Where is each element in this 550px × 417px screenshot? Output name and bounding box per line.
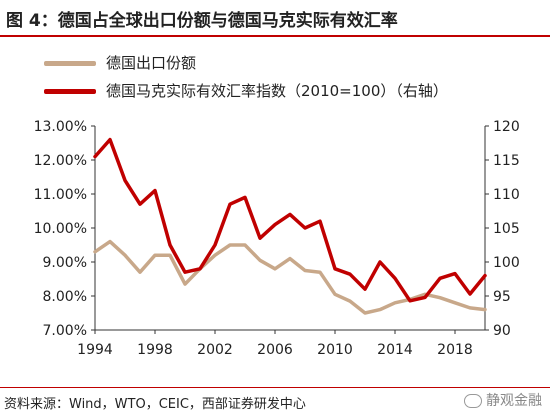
watermark: 静观金融 bbox=[464, 390, 542, 410]
y-right-tick-label: 105 bbox=[493, 221, 520, 237]
y-right-tick-label: 115 bbox=[493, 153, 520, 169]
x-tick-label: 2014 bbox=[377, 342, 413, 358]
y-left-tick-label: 11.00% bbox=[34, 187, 87, 203]
x-tick-label: 1998 bbox=[137, 342, 173, 358]
x-tick-label: 2018 bbox=[437, 342, 473, 358]
legend-label-reer: 德国马克实际有效汇率指数（2010=100）（右轴） bbox=[106, 82, 448, 100]
x-tick-label: 2006 bbox=[257, 342, 293, 358]
y-left-tick-label: 13.00% bbox=[34, 119, 87, 135]
y-left-tick-label: 9.00% bbox=[43, 255, 87, 271]
y-left-tick-label: 10.00% bbox=[34, 221, 87, 237]
y-right-tick-label: 110 bbox=[493, 187, 520, 203]
series-line-export-share bbox=[93, 239, 487, 315]
series-line-reer bbox=[93, 137, 487, 303]
y-right-tick-label: 95 bbox=[493, 289, 511, 305]
legend-swatch-share bbox=[44, 61, 96, 66]
legend-swatch-reer bbox=[44, 89, 96, 94]
y-left-tick-label: 7.00% bbox=[43, 323, 87, 339]
y-right-tick-label: 120 bbox=[493, 119, 520, 135]
chart-title: 图 4：德国占全球出口份额与德国马克实际有效汇率 bbox=[6, 11, 398, 31]
chart-plot: 7.00% 8.00% 9.00% 10.00% 11.00% 12.00% 13.00% 9… bbox=[34, 119, 520, 358]
x-tick-label: 2010 bbox=[317, 342, 353, 358]
y-right-tick-label: 100 bbox=[493, 255, 520, 271]
y-left-tick-label: 8.00% bbox=[43, 289, 87, 305]
title-divider bbox=[0, 35, 550, 37]
y-left-tick-label: 12.00% bbox=[34, 153, 87, 169]
wechat-icon bbox=[464, 394, 482, 408]
source-divider bbox=[0, 387, 550, 388]
source-note: 资料来源：Wind，WTO，CEIC，西部证券研发中心 bbox=[4, 397, 306, 412]
y-right-tick-label: 90 bbox=[493, 323, 511, 339]
legend-label-share: 德国出口份额 bbox=[106, 54, 197, 72]
x-tick-label: 1994 bbox=[77, 342, 113, 358]
x-tick-label: 2002 bbox=[197, 342, 233, 358]
watermark-text: 静观金融 bbox=[486, 393, 542, 409]
